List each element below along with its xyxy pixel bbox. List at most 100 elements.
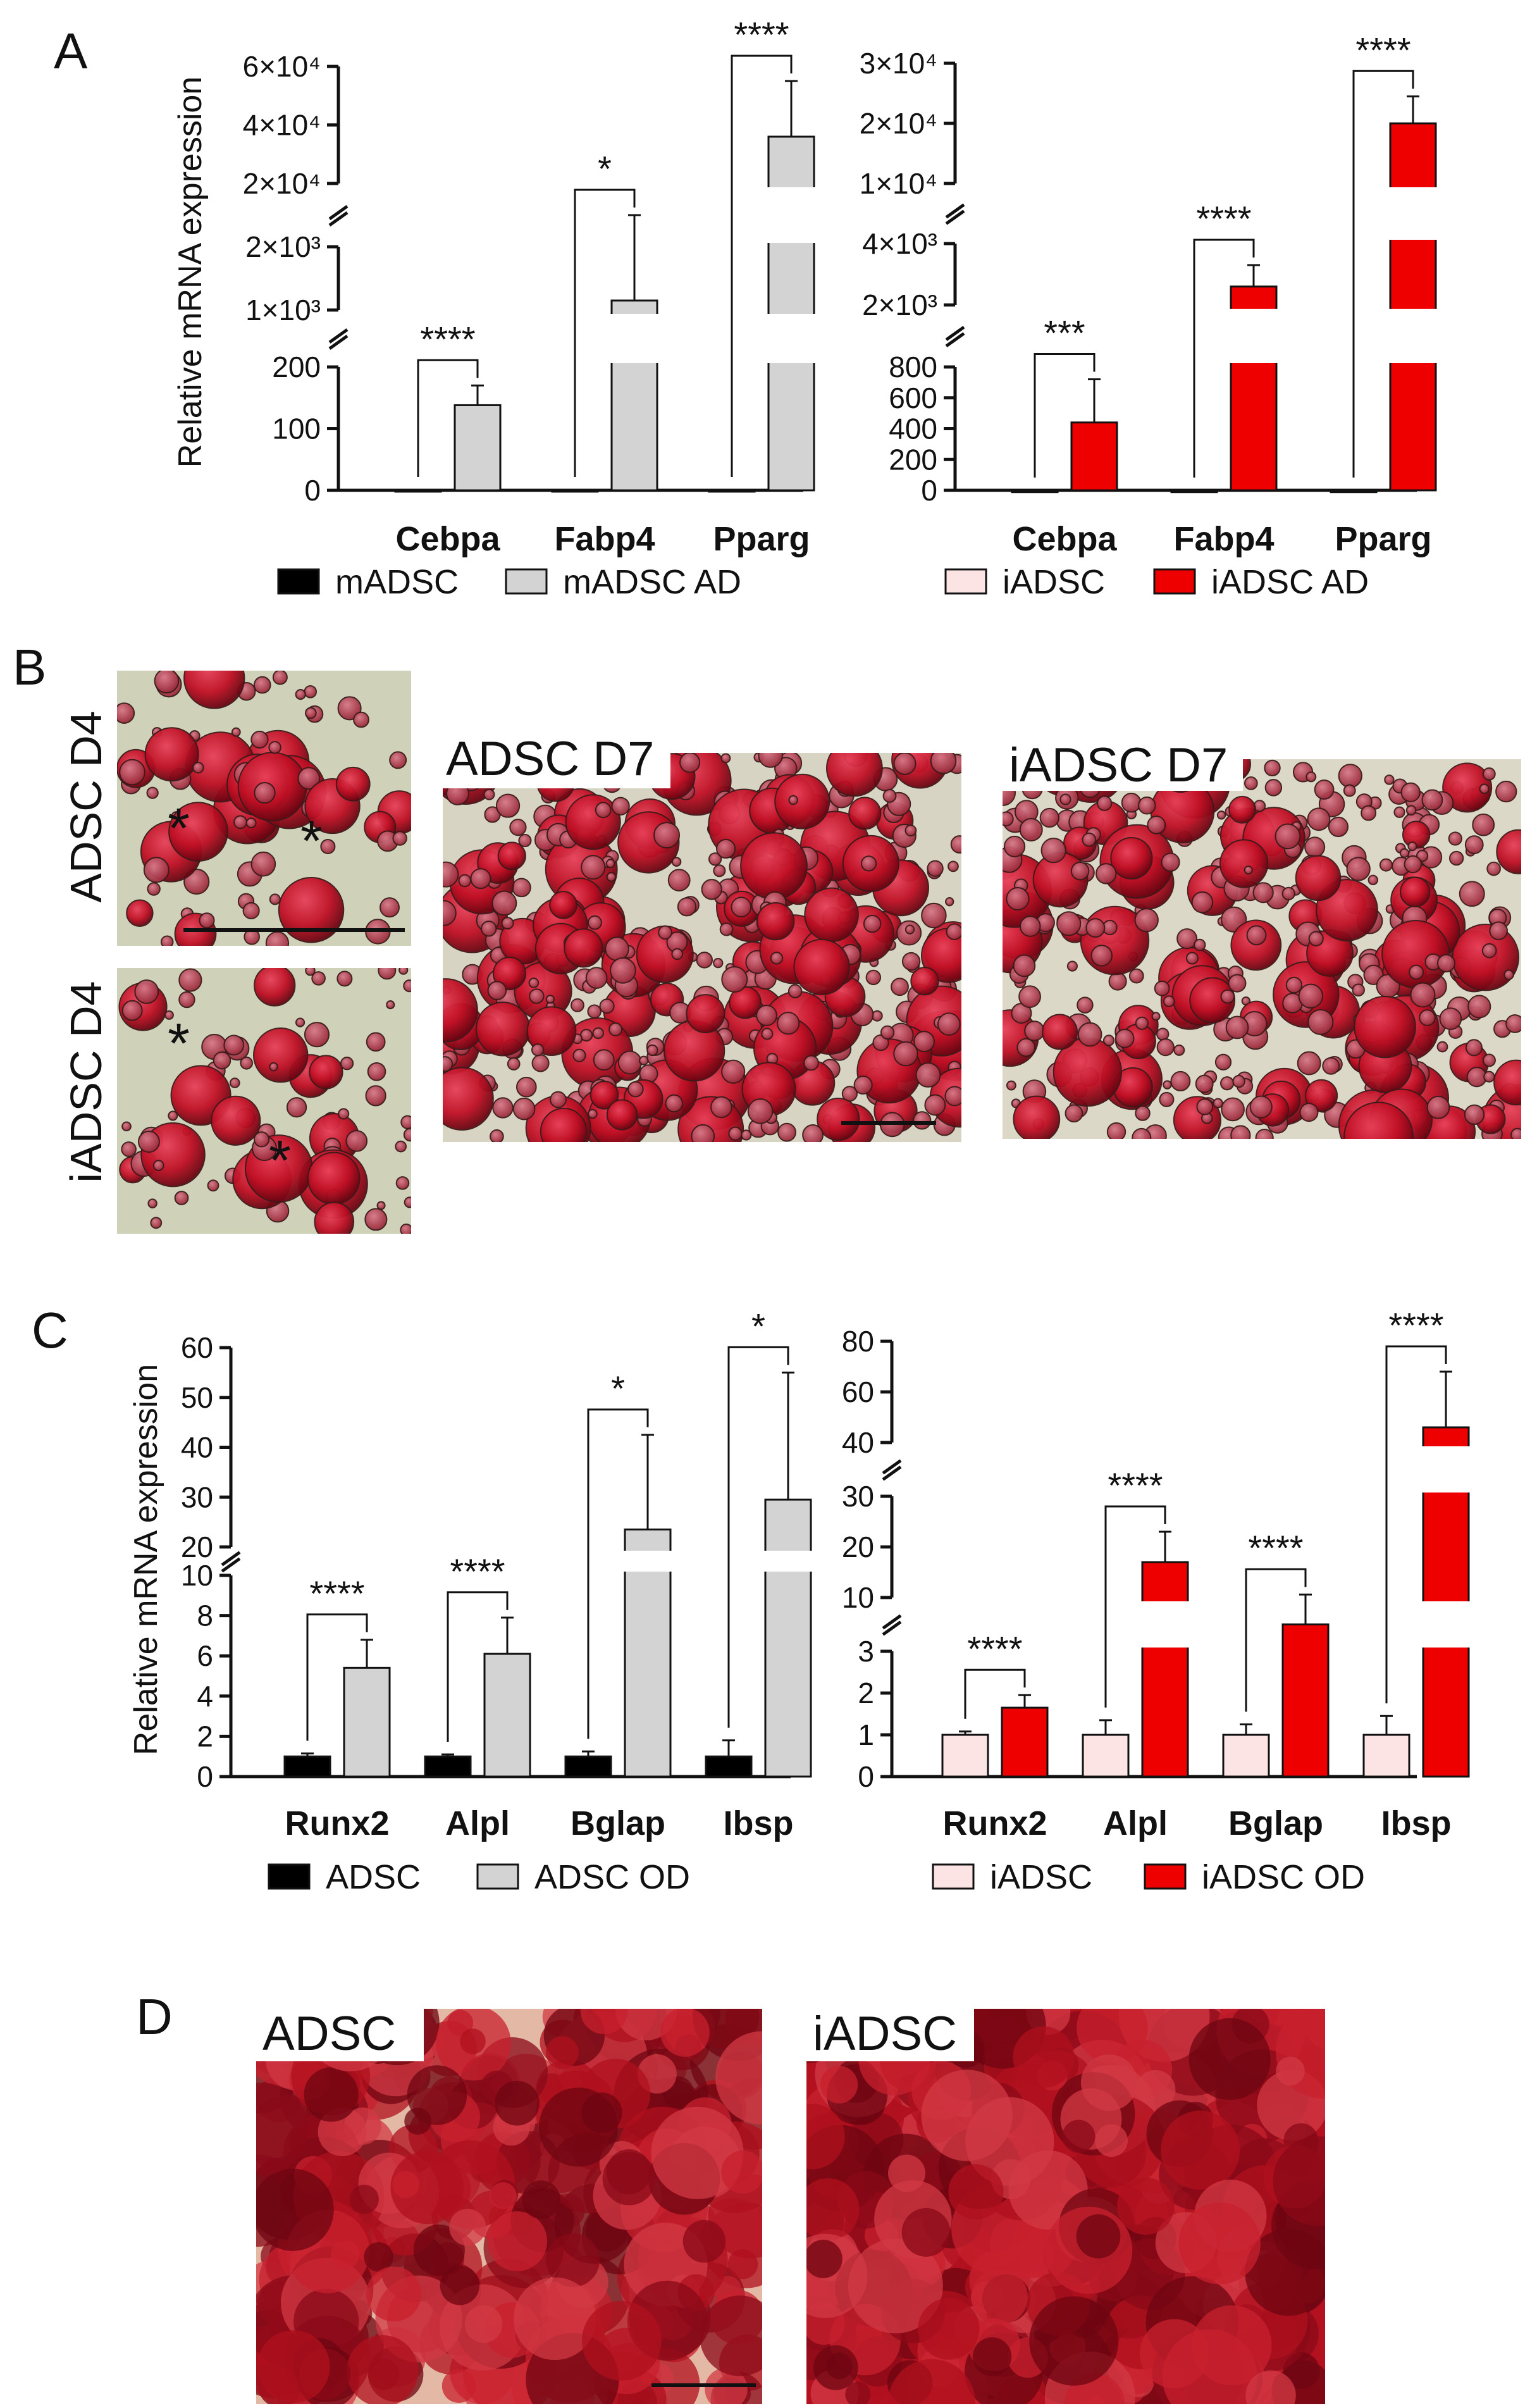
lipid-droplet xyxy=(1106,1122,1127,1139)
lipid-droplet xyxy=(1495,780,1517,803)
lipid-droplet xyxy=(817,1097,860,1141)
lipid-droplet xyxy=(337,696,362,721)
lipid-droplet xyxy=(1306,771,1317,783)
axis-break-mark xyxy=(945,325,965,342)
lipid-droplet xyxy=(913,1031,935,1053)
lipid-droplet xyxy=(882,789,897,803)
y-tick-label: 2×10⁴ xyxy=(243,167,321,200)
lipid-droplet xyxy=(788,795,798,805)
lipid-droplet xyxy=(1102,1034,1115,1046)
lipid-droplet xyxy=(199,912,215,929)
bar-break-gap xyxy=(1388,309,1438,363)
bar-iadsc xyxy=(1362,1734,1410,1778)
lipid-droplet xyxy=(592,1027,604,1040)
lipid-droplet xyxy=(507,1057,521,1071)
lipid-droplet xyxy=(1077,996,1094,1014)
lipid-droplet xyxy=(492,1097,514,1119)
significance-bracket xyxy=(1193,239,1255,478)
lipid-droplet xyxy=(242,902,260,920)
lipid-droplet xyxy=(1307,1009,1334,1035)
lipid-droplet xyxy=(1077,1022,1102,1047)
lipid-droplet xyxy=(311,971,326,986)
lipid-droplet xyxy=(164,1010,174,1020)
lipid-droplet xyxy=(1191,891,1214,914)
y-tick-label: 3×10⁴ xyxy=(860,47,937,80)
lipid-droplet xyxy=(518,833,532,848)
category-label: Runx2 xyxy=(942,1804,1047,1842)
y-tick-label: 1×10³ xyxy=(245,294,321,326)
lipid-droplet xyxy=(731,897,752,918)
lipid-droplet xyxy=(487,981,507,1000)
bar-break-gap xyxy=(767,187,816,243)
lipid-droplet xyxy=(740,832,808,900)
stain-blob xyxy=(948,2164,1004,2219)
lipid-droplet xyxy=(1244,776,1258,790)
bar-iadsc xyxy=(1082,1734,1130,1778)
lipid-droplet xyxy=(1134,908,1159,933)
micrograph-droplets xyxy=(118,968,411,1234)
lipid-droplet xyxy=(137,1131,160,1153)
lipid-droplet xyxy=(1483,1071,1495,1083)
lipid-droplet xyxy=(126,899,154,928)
lipid-droplet xyxy=(758,753,783,768)
bar-iadsc xyxy=(1170,489,1218,493)
stain-blob xyxy=(404,2107,431,2135)
lipid-droplet xyxy=(395,1140,407,1153)
significance-bracket xyxy=(1104,1505,1166,1708)
lipid-droplet xyxy=(1132,1127,1152,1139)
lipid-droplet xyxy=(295,1017,306,1027)
significance-label: **** xyxy=(309,1573,364,1613)
y-tick-label: 2 xyxy=(858,1677,874,1710)
y-tick-label: 2×10³ xyxy=(862,289,937,321)
lipid-droplet xyxy=(117,702,135,724)
y-tick-label: 200 xyxy=(889,443,937,476)
lipid-droplet xyxy=(1404,855,1422,874)
lipid-droplet xyxy=(1400,782,1421,802)
y-axis-label-a: Relative mRNA expression xyxy=(172,77,209,468)
stain-blob xyxy=(1139,2319,1209,2388)
significance-bracket xyxy=(574,189,636,478)
lipid-droplet xyxy=(443,1056,454,1072)
lipid-droplet xyxy=(721,1059,746,1084)
lipid-droplet xyxy=(119,759,145,786)
stain-blob xyxy=(1080,2054,1138,2111)
y-tick-label: 40 xyxy=(181,1431,213,1464)
lipid-droplet xyxy=(223,1034,245,1056)
y-tick-label: 2×10⁴ xyxy=(860,107,937,140)
stain-blob xyxy=(1245,2370,1296,2404)
lipid-droplet xyxy=(168,1110,178,1121)
lipid-droplet xyxy=(587,1004,602,1019)
lipid-droplet xyxy=(1114,1029,1135,1048)
stain-blob xyxy=(1062,2119,1096,2153)
significance-label: **** xyxy=(450,1551,505,1591)
lipid-droplet xyxy=(497,841,526,871)
lipid-droplet xyxy=(509,818,527,836)
lipid-droplet xyxy=(365,1085,386,1107)
lipid-droplet xyxy=(147,882,161,896)
lipid-droplet xyxy=(254,782,276,804)
legend-label: iADSC OD xyxy=(1202,1858,1365,1896)
stain-blob xyxy=(545,2036,579,2070)
chart-a-mouse-adipogenic: 0 100 200 1×10³ 2×10³ 2×10⁴ 4×10⁴ 6×10⁴ **** Cebp… xyxy=(243,15,816,601)
lipid-droplet xyxy=(777,1012,800,1035)
panel-letter-c: C xyxy=(32,1302,68,1358)
bar-madsc xyxy=(708,488,756,493)
y-tick-label: 60 xyxy=(181,1331,213,1364)
significance-bracket xyxy=(447,1591,509,1742)
stain-blob xyxy=(256,2168,334,2251)
y-tick-label: 80 xyxy=(842,1325,874,1358)
lipid-droplet xyxy=(1338,764,1362,788)
lipid-droplet xyxy=(1464,1104,1485,1126)
lipid-droplet xyxy=(254,968,296,1007)
lipid-droplet xyxy=(667,869,691,892)
lipid-droplet xyxy=(671,857,682,867)
axis-break-mark xyxy=(945,332,965,348)
lipid-droplet xyxy=(1472,813,1495,836)
stain-blob xyxy=(366,2266,421,2322)
lipid-droplet xyxy=(192,762,204,774)
lipid-droplet xyxy=(741,1129,752,1141)
stain-blob xyxy=(699,2295,762,2376)
category-label: Bglap xyxy=(1228,1804,1323,1842)
bar-madsc xyxy=(551,488,599,493)
